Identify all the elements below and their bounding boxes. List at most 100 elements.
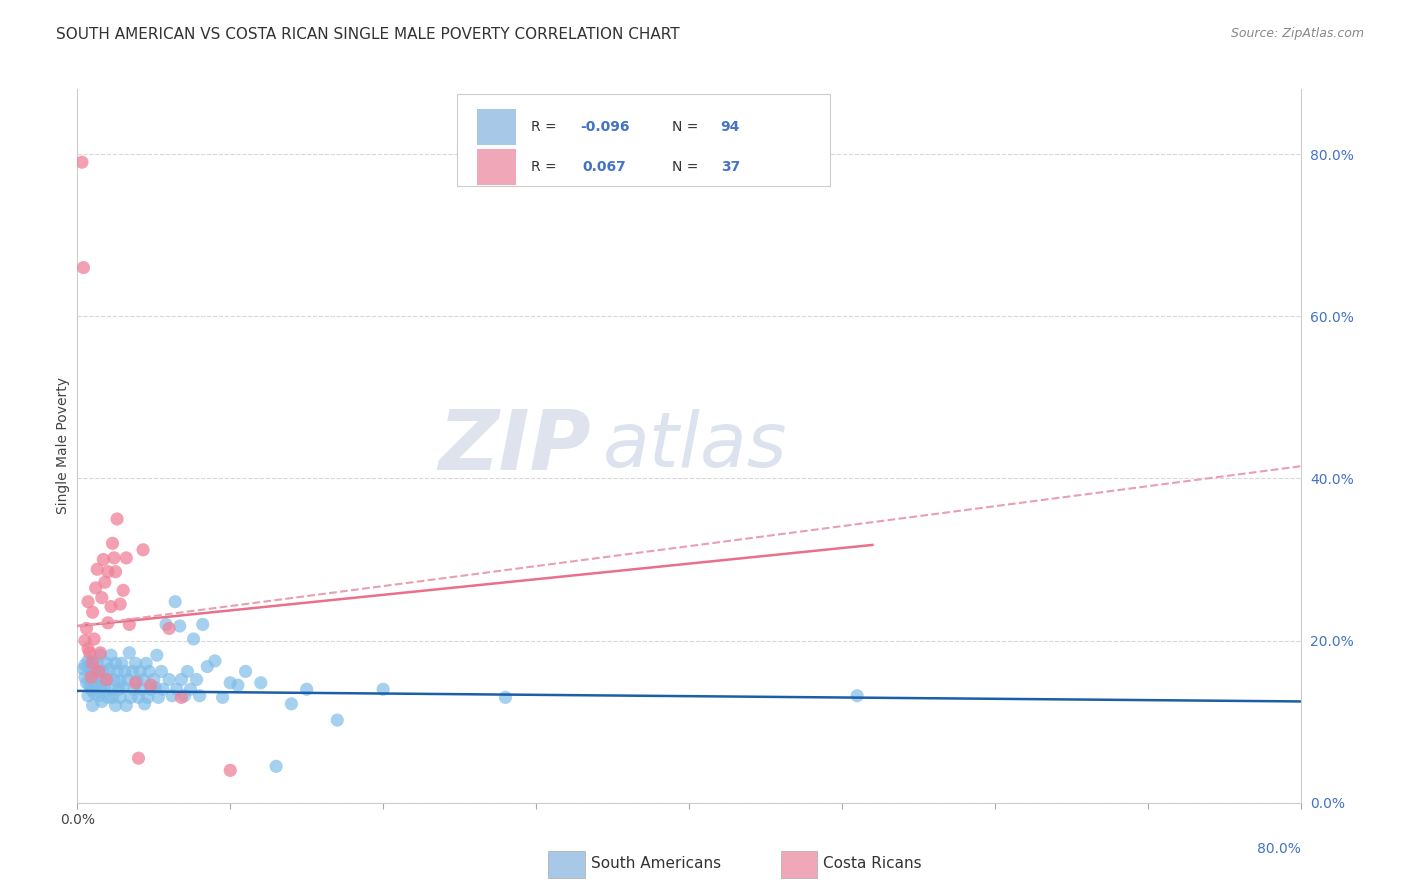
Point bbox=[94, 682, 117, 697]
Point bbox=[82, 698, 104, 713]
Point bbox=[105, 665, 128, 679]
Point bbox=[371, 682, 394, 697]
Point bbox=[165, 595, 187, 609]
Point bbox=[76, 675, 98, 690]
Point bbox=[77, 641, 100, 656]
Point bbox=[131, 682, 153, 697]
Point bbox=[70, 155, 93, 169]
Point bbox=[82, 657, 104, 671]
Point bbox=[219, 675, 242, 690]
Point bbox=[115, 698, 138, 713]
Point bbox=[100, 599, 122, 614]
Point bbox=[104, 698, 127, 713]
Point bbox=[135, 657, 157, 671]
Point bbox=[138, 665, 160, 679]
Point bbox=[170, 673, 193, 687]
Point bbox=[166, 682, 188, 697]
Text: -0.096: -0.096 bbox=[581, 120, 630, 134]
Point bbox=[128, 690, 150, 705]
Point bbox=[132, 542, 155, 557]
Point bbox=[150, 665, 173, 679]
Point bbox=[124, 657, 146, 671]
Point bbox=[118, 617, 141, 632]
Point bbox=[108, 674, 131, 689]
Point bbox=[80, 682, 103, 697]
Point bbox=[495, 690, 517, 705]
Point bbox=[86, 657, 108, 671]
Point bbox=[139, 682, 162, 697]
Point bbox=[73, 657, 96, 672]
Text: 0.067: 0.067 bbox=[582, 160, 626, 174]
Point bbox=[79, 678, 101, 692]
Point bbox=[250, 675, 273, 690]
Point bbox=[79, 659, 101, 673]
Point bbox=[118, 646, 141, 660]
Point bbox=[160, 689, 183, 703]
Point bbox=[124, 675, 146, 690]
Point bbox=[86, 670, 108, 684]
Point bbox=[84, 665, 107, 679]
Point bbox=[226, 678, 249, 692]
Point bbox=[183, 632, 205, 646]
Point bbox=[117, 673, 139, 687]
Point bbox=[97, 615, 120, 630]
Point bbox=[80, 665, 103, 679]
Point bbox=[112, 583, 135, 598]
Text: 37: 37 bbox=[721, 160, 740, 174]
Point bbox=[77, 689, 100, 703]
Point bbox=[179, 682, 201, 697]
Point bbox=[139, 678, 162, 692]
Point bbox=[280, 697, 302, 711]
Point bbox=[115, 550, 138, 565]
Point bbox=[219, 764, 242, 778]
Text: 94: 94 bbox=[721, 120, 740, 134]
Text: atlas: atlas bbox=[603, 409, 787, 483]
Text: R =: R = bbox=[531, 120, 561, 134]
Point bbox=[134, 697, 156, 711]
Point bbox=[188, 689, 211, 703]
Point bbox=[97, 673, 120, 687]
Point bbox=[114, 665, 136, 679]
Point bbox=[89, 682, 111, 697]
Point bbox=[157, 622, 180, 636]
Point bbox=[100, 682, 122, 697]
Point bbox=[170, 690, 193, 705]
Point bbox=[108, 690, 131, 705]
Point bbox=[89, 646, 111, 660]
Point bbox=[77, 595, 100, 609]
Point bbox=[83, 632, 105, 646]
Bar bbox=[548, 851, 585, 878]
Text: Costa Ricans: Costa Ricans bbox=[824, 856, 922, 871]
Point bbox=[101, 690, 124, 705]
Bar bbox=[477, 149, 516, 185]
Point bbox=[83, 686, 105, 700]
Point bbox=[79, 646, 101, 660]
Point bbox=[80, 670, 103, 684]
Text: 80.0%: 80.0% bbox=[1257, 842, 1301, 856]
Point bbox=[105, 512, 128, 526]
Point bbox=[148, 690, 170, 705]
Point bbox=[87, 689, 110, 703]
Point bbox=[72, 662, 94, 676]
Point bbox=[157, 673, 180, 687]
Point bbox=[155, 617, 177, 632]
Point bbox=[91, 552, 114, 566]
Point bbox=[176, 665, 198, 679]
Point bbox=[136, 690, 159, 705]
Point bbox=[87, 665, 110, 679]
Point bbox=[295, 682, 318, 697]
Point bbox=[103, 673, 125, 687]
Point bbox=[101, 536, 124, 550]
Text: Source: ZipAtlas.com: Source: ZipAtlas.com bbox=[1230, 27, 1364, 40]
Point bbox=[112, 681, 135, 695]
Point bbox=[129, 665, 152, 679]
Point bbox=[146, 648, 169, 663]
Text: ZIP: ZIP bbox=[439, 406, 591, 486]
Point bbox=[90, 674, 112, 689]
Point bbox=[94, 575, 117, 590]
Point bbox=[87, 665, 110, 679]
Point bbox=[125, 674, 148, 689]
Point bbox=[73, 670, 96, 684]
Point bbox=[104, 565, 127, 579]
Point bbox=[111, 657, 134, 671]
